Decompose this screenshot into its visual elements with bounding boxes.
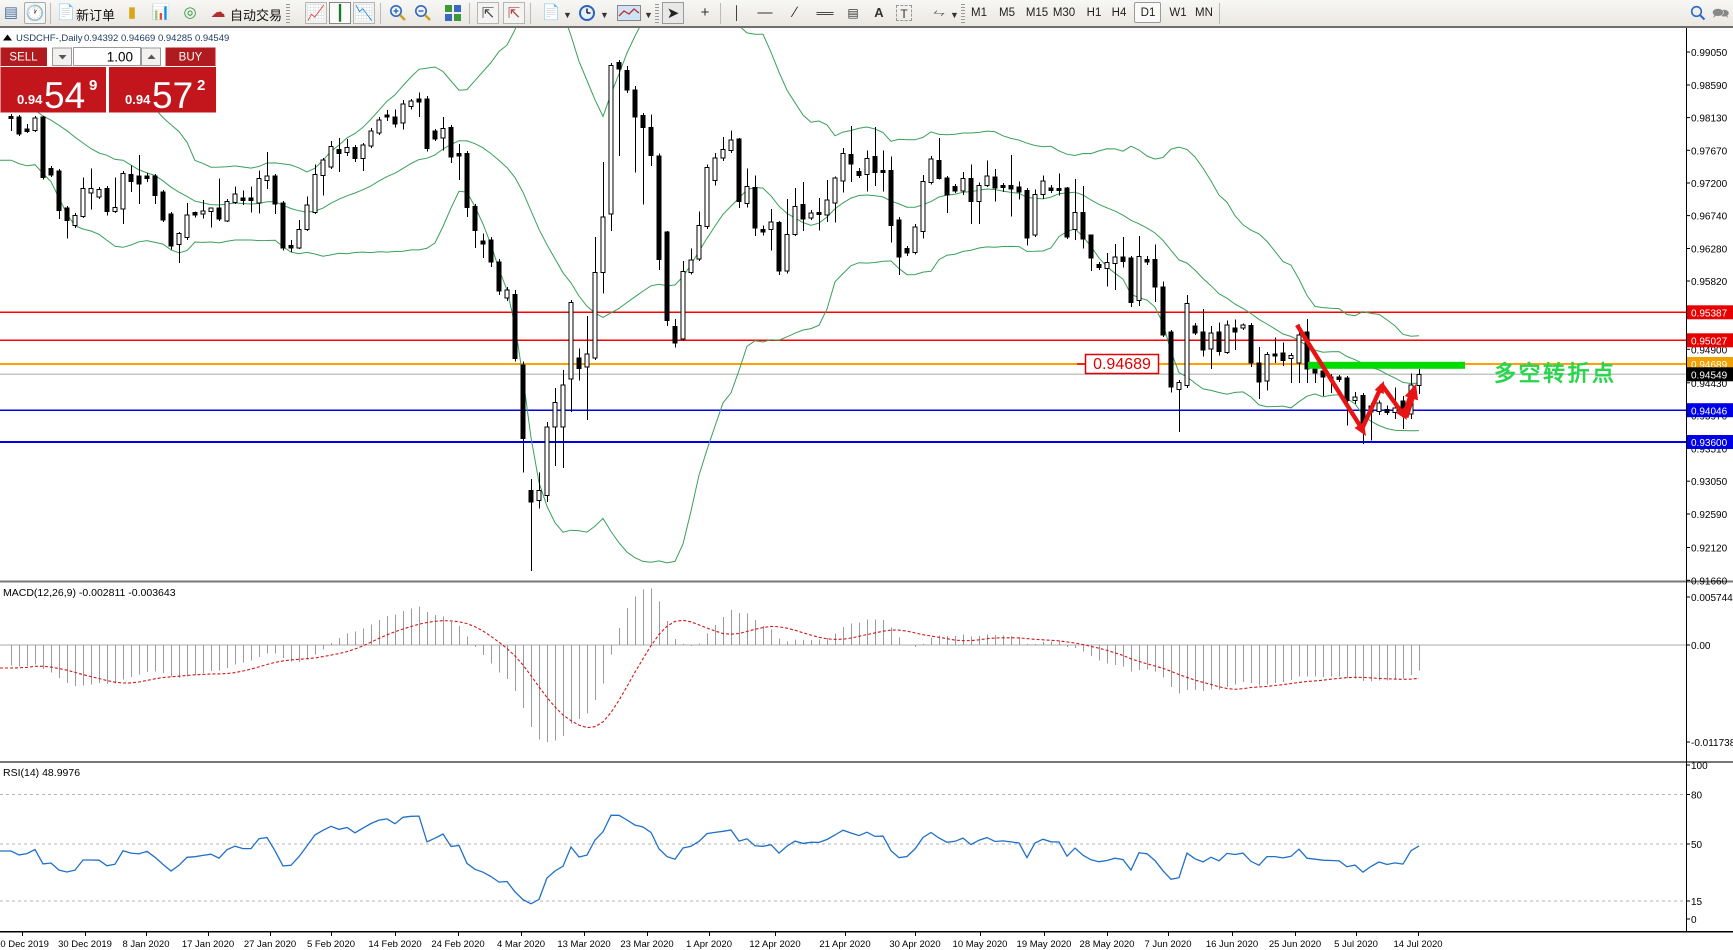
svg-text:0.94900: 0.94900 xyxy=(1691,345,1728,356)
svg-text:0.95387: 0.95387 xyxy=(1691,309,1728,320)
svg-text:1.00: 1.00 xyxy=(107,50,133,65)
svg-text:0.98590: 0.98590 xyxy=(1691,81,1728,92)
svg-text:0.00: 0.00 xyxy=(1691,641,1711,652)
svg-text:多空转折点: 多空转折点 xyxy=(1494,361,1617,386)
svg-text:0.97670: 0.97670 xyxy=(1691,146,1728,157)
svg-text:8 Jan 2020: 8 Jan 2020 xyxy=(122,939,169,950)
svg-text:5 Feb 2020: 5 Feb 2020 xyxy=(307,939,355,950)
svg-text:0.94392 0.94669 0.94285 0.9454: 0.94392 0.94669 0.94285 0.94549 xyxy=(84,33,229,44)
svg-text:25 Jun 2020: 25 Jun 2020 xyxy=(1269,939,1321,950)
svg-text:0.94430: 0.94430 xyxy=(1691,379,1728,390)
svg-text:4 Mar 2020: 4 Mar 2020 xyxy=(497,939,545,950)
svg-text:0: 0 xyxy=(1691,915,1697,926)
svg-text:-0.011738: -0.011738 xyxy=(1691,738,1733,749)
svg-text:19 May 2020: 19 May 2020 xyxy=(1017,939,1072,950)
svg-text:1 Apr 2020: 1 Apr 2020 xyxy=(686,939,732,950)
svg-text:15: 15 xyxy=(1691,897,1703,908)
svg-text:0.99050: 0.99050 xyxy=(1691,48,1728,59)
svg-text:50: 50 xyxy=(1691,840,1703,851)
svg-text:12 Apr 2020: 12 Apr 2020 xyxy=(749,939,800,950)
svg-text:30 Apr 2020: 30 Apr 2020 xyxy=(889,939,940,950)
svg-text:0.94689: 0.94689 xyxy=(1691,360,1728,371)
svg-text:SELL: SELL xyxy=(9,52,38,64)
svg-text:7 Jun 2020: 7 Jun 2020 xyxy=(1144,939,1191,950)
svg-text:5 Jul 2020: 5 Jul 2020 xyxy=(1334,939,1378,950)
svg-text:57: 57 xyxy=(152,75,193,116)
svg-text:0.94: 0.94 xyxy=(125,92,151,107)
svg-text:54: 54 xyxy=(44,75,85,116)
svg-text:2: 2 xyxy=(197,77,205,94)
svg-text:0.94046: 0.94046 xyxy=(1691,406,1728,417)
svg-text:0.97200: 0.97200 xyxy=(1691,179,1728,190)
svg-text:0.96740: 0.96740 xyxy=(1691,212,1728,223)
svg-text:0.95820: 0.95820 xyxy=(1691,277,1728,288)
svg-text:0.93510: 0.93510 xyxy=(1691,444,1728,455)
svg-text:13 Mar 2020: 13 Mar 2020 xyxy=(557,939,610,950)
svg-text:0.96280: 0.96280 xyxy=(1691,245,1728,256)
svg-text:100: 100 xyxy=(1691,761,1708,772)
svg-text:0.92120: 0.92120 xyxy=(1691,544,1728,555)
svg-text:30 Dec 2019: 30 Dec 2019 xyxy=(58,939,112,950)
svg-text:0.91660: 0.91660 xyxy=(1691,576,1728,587)
svg-text:0.94549: 0.94549 xyxy=(1691,371,1728,382)
svg-text:17 Jan 2020: 17 Jan 2020 xyxy=(182,939,234,950)
svg-text:20 Dec 2019: 20 Dec 2019 xyxy=(0,939,49,950)
svg-text:23 Mar 2020: 23 Mar 2020 xyxy=(620,939,673,950)
svg-text:0.93600: 0.93600 xyxy=(1691,438,1728,449)
svg-text:MACD(12,26,9) -0.002811 -0.003: MACD(12,26,9) -0.002811 -0.003643 xyxy=(3,587,176,599)
svg-text:21 Apr 2020: 21 Apr 2020 xyxy=(819,939,870,950)
svg-text:80: 80 xyxy=(1691,791,1703,802)
svg-text:28 May 2020: 28 May 2020 xyxy=(1080,939,1135,950)
svg-text:10 May 2020: 10 May 2020 xyxy=(953,939,1008,950)
svg-text:0.93050: 0.93050 xyxy=(1691,477,1728,488)
svg-text:0.94: 0.94 xyxy=(17,92,43,107)
svg-text:24 Feb 2020: 24 Feb 2020 xyxy=(431,939,484,950)
svg-text:0.005744: 0.005744 xyxy=(1691,593,1733,604)
svg-text:BUY: BUY xyxy=(179,52,203,64)
svg-text:27 Jan 2020: 27 Jan 2020 xyxy=(244,939,296,950)
svg-text:0.98130: 0.98130 xyxy=(1691,114,1728,125)
svg-text:9: 9 xyxy=(89,77,97,94)
svg-text:16 Jun 2020: 16 Jun 2020 xyxy=(1206,939,1258,950)
svg-text:14 Jul 2020: 14 Jul 2020 xyxy=(1393,939,1442,950)
svg-text:14 Feb 2020: 14 Feb 2020 xyxy=(368,939,421,950)
svg-text:0.95027: 0.95027 xyxy=(1691,337,1728,348)
svg-text:RSI(14) 48.9976: RSI(14) 48.9976 xyxy=(3,767,80,779)
svg-text:0.94689: 0.94689 xyxy=(1093,356,1151,373)
svg-text:USDCHF-,Daily: USDCHF-,Daily xyxy=(16,33,83,44)
svg-text:0.92590: 0.92590 xyxy=(1691,510,1728,521)
